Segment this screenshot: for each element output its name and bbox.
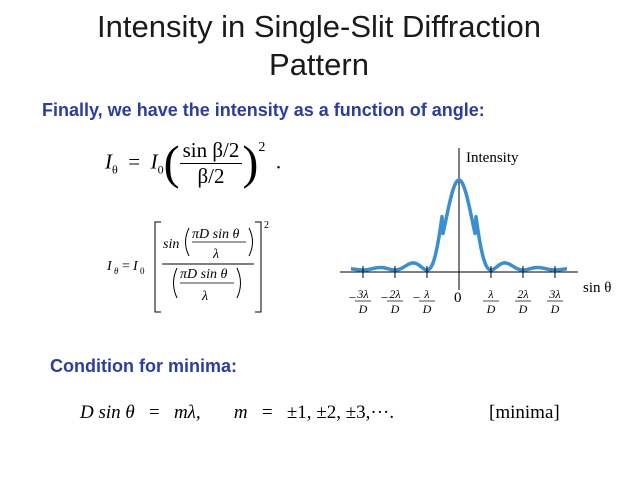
eq1-equals: = xyxy=(128,149,141,174)
minima-tag: [minima] xyxy=(489,402,560,423)
plot-tick-num-0: 3λ xyxy=(356,287,368,301)
eq2-i0-sub: 0 xyxy=(140,266,145,276)
eq1-power: 2 xyxy=(258,140,266,155)
plot-tick-num-2: λ xyxy=(423,287,429,301)
minima-equals-2: = xyxy=(261,402,273,423)
eq2-outer-den-num: πD sin θ xyxy=(180,267,227,282)
title-line-1: Intensity in Single-Slit Diffraction xyxy=(97,9,541,44)
eq2-lhs-sub: θ xyxy=(114,266,119,276)
eq2-outer-right-paren xyxy=(236,267,241,299)
title-line-2: Pattern xyxy=(269,47,369,82)
eq1-i0: I xyxy=(150,149,158,174)
eq2-outer-den-den: λ xyxy=(201,289,208,304)
eq1-fraction: sin β/2 β/2 xyxy=(179,138,243,189)
plot-origin-label: 0 xyxy=(454,290,462,306)
eq1-i0-sub: 0 xyxy=(157,162,164,177)
eq2-inner-right-paren xyxy=(248,227,253,257)
plot-tick-den-4: D xyxy=(518,302,528,316)
intensity-curve xyxy=(350,178,568,272)
plot-xlabel: sin θ xyxy=(583,280,611,296)
eq2-outer-left-paren xyxy=(173,267,178,299)
subtitle: Finally, we have the intensity as a func… xyxy=(42,100,485,120)
plot-ylabel: Intensity xyxy=(466,150,519,166)
minima-rhs: mλ, xyxy=(173,402,201,423)
plot-tick-den-0: D xyxy=(358,302,368,316)
plot-tick-sign-1: − xyxy=(381,290,388,305)
eq2-lhs: I xyxy=(106,259,113,274)
slide-title: Intensity in Single-Slit Diffraction Pat… xyxy=(0,8,638,84)
eq2-equals: = xyxy=(122,259,130,274)
minima-m: m xyxy=(233,402,248,423)
plot-tick-den-1: D xyxy=(390,302,400,316)
plot-tick-den-2: D xyxy=(422,302,432,316)
plot-tick-sign-2: − xyxy=(413,290,420,305)
minima-lhs: D sin θ xyxy=(80,402,135,423)
eq1-lhs: I xyxy=(105,149,112,174)
eq2-sin-word: sin xyxy=(163,237,179,252)
plot-tick-den-5: D xyxy=(550,302,560,316)
minima-values: ±1, ±2, ±3,···. xyxy=(286,402,395,423)
condition-heading: Condition for minima: xyxy=(50,356,237,376)
eq2-power: 2 xyxy=(264,220,269,231)
eq2-inner-left-paren xyxy=(185,227,190,257)
plot-tick-sign-0: − xyxy=(349,290,356,305)
eq1-numerator: sin β/2 xyxy=(179,138,243,164)
eq1-denominator: β/2 xyxy=(197,164,225,188)
eq2-right-bracket xyxy=(255,221,262,313)
eq2-i0: I xyxy=(132,259,139,274)
eq1-period: . xyxy=(275,149,282,174)
minima-equation: D sin θ = mλ, m = ±1, ±2, ±3,···. xyxy=(80,402,394,424)
eq2-inner-den: λ xyxy=(212,247,219,262)
eq1-lhs-sub: θ xyxy=(112,162,118,177)
plot-tick-num-4: 2λ xyxy=(517,287,528,301)
eq2-left-bracket xyxy=(154,221,161,313)
plot-tick-den-3: D xyxy=(486,302,496,316)
eq2-inner-num: πD sin θ xyxy=(192,227,239,242)
plot-tick-num-5: 3λ xyxy=(548,287,560,301)
plot-tick-num-1: 2λ xyxy=(389,287,400,301)
minima-equals-1: = xyxy=(148,402,160,423)
eq1-left-paren: ( xyxy=(163,136,180,190)
plot-tick-num-3: λ xyxy=(487,287,493,301)
eq1-right-paren: ) xyxy=(242,136,259,190)
intensity-equation-beta: Iθ = I0(sin β/2 β/2)2 . xyxy=(105,138,281,189)
